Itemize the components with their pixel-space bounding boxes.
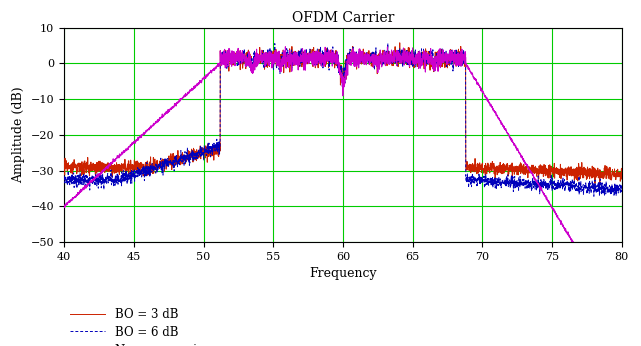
Legend: BO = 3 dB, BO = 6 dB, No compression: BO = 3 dB, BO = 6 dB, No compression bbox=[70, 308, 212, 346]
BO = 6 dB bbox=[618, 188, 626, 192]
No compression bbox=[157, 116, 165, 120]
BO = 3 dB bbox=[298, 48, 306, 52]
No compression bbox=[618, 322, 626, 326]
Y-axis label: Amplitude (dB): Amplitude (dB) bbox=[12, 86, 25, 183]
X-axis label: Frequency: Frequency bbox=[309, 267, 377, 281]
BO = 3 dB bbox=[396, 41, 404, 45]
BO = 6 dB bbox=[298, 53, 306, 57]
BO = 6 dB bbox=[157, 156, 165, 160]
No compression bbox=[274, 61, 282, 65]
No compression bbox=[60, 205, 68, 209]
No compression bbox=[299, 53, 306, 57]
No compression bbox=[547, 203, 554, 207]
BO = 3 dB bbox=[274, 56, 282, 60]
BO = 6 dB bbox=[274, 52, 282, 56]
No compression bbox=[618, 321, 626, 326]
No compression bbox=[607, 303, 615, 307]
BO = 3 dB bbox=[60, 166, 68, 171]
Line: No compression: No compression bbox=[64, 47, 622, 324]
Line: BO = 3 dB: BO = 3 dB bbox=[64, 43, 622, 183]
BO = 6 dB bbox=[384, 42, 392, 46]
BO = 3 dB bbox=[157, 162, 165, 166]
BO = 3 dB bbox=[591, 181, 599, 185]
No compression bbox=[281, 45, 289, 49]
BO = 3 dB bbox=[618, 166, 626, 171]
No compression bbox=[124, 146, 131, 151]
BO = 6 dB bbox=[547, 183, 554, 187]
BO = 6 dB bbox=[590, 194, 597, 198]
BO = 6 dB bbox=[60, 177, 68, 181]
Title: OFDM Carrier: OFDM Carrier bbox=[292, 11, 394, 25]
Line: BO = 6 dB: BO = 6 dB bbox=[64, 44, 622, 196]
BO = 3 dB bbox=[547, 173, 554, 177]
BO = 6 dB bbox=[124, 180, 131, 184]
BO = 3 dB bbox=[124, 166, 131, 170]
BO = 3 dB bbox=[607, 178, 615, 182]
BO = 6 dB bbox=[607, 187, 615, 191]
